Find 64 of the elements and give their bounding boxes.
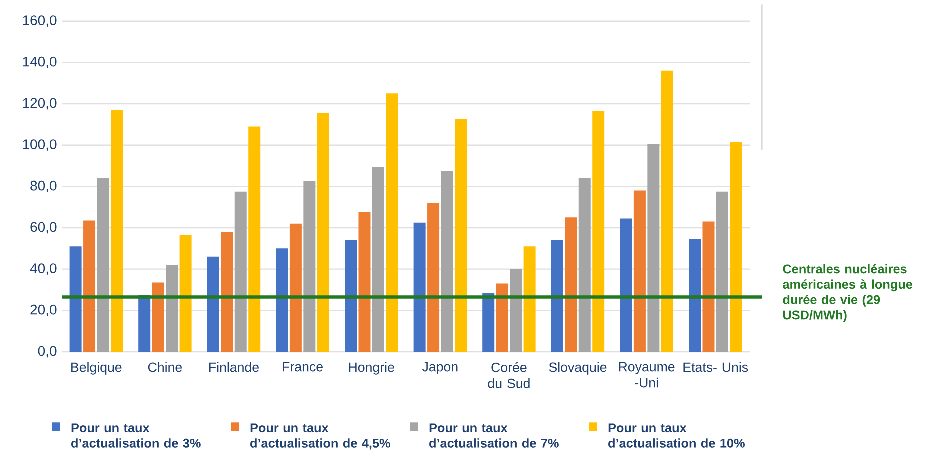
y-tick-label: 160,0 xyxy=(23,16,57,28)
legend-label: Pour un taux d’actualisation de 3% xyxy=(72,424,201,448)
bar xyxy=(358,212,371,352)
y-tick-label: 140,0 xyxy=(23,56,57,68)
bar xyxy=(702,222,715,352)
y-tick-label: 80,0 xyxy=(30,180,57,192)
bar xyxy=(592,111,605,352)
bar xyxy=(152,282,164,352)
legend-label: Pour un taux d’actualisation de 4,5% xyxy=(250,424,390,450)
bar xyxy=(97,178,110,352)
bar xyxy=(648,144,660,352)
bar xyxy=(482,293,495,352)
legend-label: Pour un taux d’actualisation de 7% xyxy=(430,424,559,448)
bar xyxy=(428,203,440,352)
bar xyxy=(455,120,468,352)
x-tick-label: Corée du Sud xyxy=(488,362,530,388)
bar xyxy=(634,190,646,352)
bar xyxy=(276,248,288,352)
bar xyxy=(689,239,702,352)
bar xyxy=(180,235,192,352)
bar xyxy=(716,192,728,352)
legend-label: Pour un taux d’actualisation de 10% xyxy=(608,424,745,448)
bar xyxy=(221,232,234,352)
bar xyxy=(138,295,151,352)
bar xyxy=(70,246,82,352)
x-tick-label: France xyxy=(283,362,323,372)
bar xyxy=(345,240,358,352)
bar xyxy=(166,265,178,352)
bar xyxy=(578,178,591,352)
bar xyxy=(290,224,302,352)
bar xyxy=(207,256,220,352)
bar xyxy=(372,167,384,352)
bar xyxy=(234,192,247,352)
bar xyxy=(661,70,674,352)
ref-line-label: Centrales nucléaires américaines à longue durée de vie (29 USD/MWh) xyxy=(783,264,913,322)
x-tick-label: Slovaquie xyxy=(549,362,607,375)
bar xyxy=(730,142,742,352)
y-tick-label: 0,0 xyxy=(38,346,57,358)
bar xyxy=(317,113,330,352)
y-tick-label: 120,0 xyxy=(23,98,57,110)
bar xyxy=(510,269,522,352)
y-tick-label: 40,0 xyxy=(30,264,57,276)
bar xyxy=(248,126,261,352)
bar xyxy=(496,284,508,352)
bar xyxy=(111,110,124,352)
x-tick-label: Royaume -Uni xyxy=(619,362,675,388)
bar xyxy=(620,218,632,352)
bar xyxy=(524,246,536,352)
bar xyxy=(565,218,578,352)
x-tick-label: Hongrie xyxy=(349,362,394,375)
bar xyxy=(84,220,96,352)
y-tick-label: 20,0 xyxy=(30,304,57,316)
y-tick-label: 60,0 xyxy=(30,222,57,234)
bar xyxy=(551,240,564,352)
y-tick-label: 100,0 xyxy=(23,140,57,152)
bar xyxy=(386,94,398,352)
x-tick-label: Japon xyxy=(422,362,458,374)
x-tick-label: Chine xyxy=(148,362,182,372)
x-tick-label: Etats- Unis xyxy=(684,362,748,372)
bar xyxy=(414,222,426,352)
x-tick-label: Finlande xyxy=(210,362,259,372)
x-tick-label: Belgique xyxy=(72,362,122,375)
bar xyxy=(304,182,316,352)
bar xyxy=(441,171,454,352)
